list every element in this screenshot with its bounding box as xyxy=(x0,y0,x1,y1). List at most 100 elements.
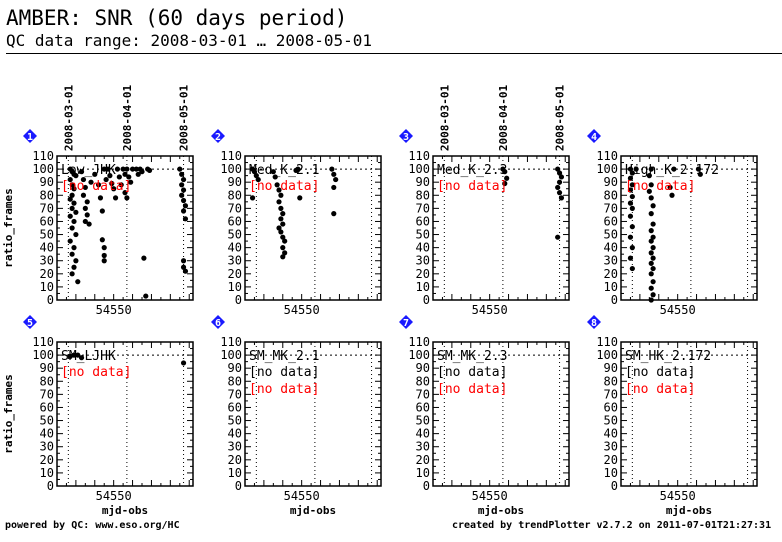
data-point xyxy=(648,250,654,256)
y-tick-label: 40 xyxy=(40,241,54,255)
y-tick-label: 10 xyxy=(416,466,430,480)
y-tick-label: 10 xyxy=(228,466,242,480)
data-point xyxy=(124,166,130,172)
y-tick-label: 110 xyxy=(408,335,430,349)
panel-number: 1 xyxy=(27,132,33,143)
y-tick-label: 30 xyxy=(40,440,54,454)
y-tick-label: 80 xyxy=(416,374,430,388)
data-point xyxy=(556,179,563,185)
data-point xyxy=(101,245,107,251)
data-point xyxy=(627,187,634,193)
panel-number-marker-icon xyxy=(587,129,601,143)
panel-number-marker-icon xyxy=(211,129,225,143)
x-axis-label: mjd-obs xyxy=(478,504,524,517)
panel-number: 6 xyxy=(215,318,221,329)
x-axis-label: mjd-obs xyxy=(290,504,336,517)
data-point xyxy=(502,180,508,187)
y-tick-label: 50 xyxy=(40,228,54,242)
data-point xyxy=(274,182,280,188)
no-data-note: [no data] xyxy=(625,382,695,397)
data-point xyxy=(648,238,654,244)
data-point xyxy=(627,213,634,219)
data-point xyxy=(95,182,102,188)
y-tick-label: 40 xyxy=(604,241,618,255)
y-tick-label: 30 xyxy=(40,254,54,268)
date-label: 2008-03-01 xyxy=(62,85,75,152)
data-point xyxy=(82,218,88,225)
data-point xyxy=(80,192,87,198)
y-tick-label: 0 xyxy=(611,479,618,493)
panel-number-marker-icon xyxy=(23,315,37,329)
date-label: 2008-03-01 xyxy=(438,85,451,152)
y-tick-label: 70 xyxy=(416,387,430,401)
x-axis-label: mjd-obs xyxy=(666,504,712,517)
data-point xyxy=(555,166,561,172)
data-point xyxy=(71,352,77,358)
y-tick-label: 50 xyxy=(604,228,618,242)
panel-number-marker-icon xyxy=(399,315,413,329)
data-point xyxy=(105,166,111,172)
y-tick-label: 50 xyxy=(228,228,242,242)
data-point xyxy=(88,179,94,185)
data-point xyxy=(650,234,656,240)
panel-label: SM_LJHK xyxy=(61,349,116,364)
data-point xyxy=(67,176,73,183)
data-point xyxy=(648,271,654,277)
data-point xyxy=(69,271,75,277)
data-point xyxy=(280,234,286,240)
data-point xyxy=(276,225,282,231)
data-point xyxy=(141,255,147,261)
y-tick-label: 20 xyxy=(228,267,242,281)
data-point xyxy=(646,188,652,194)
data-point xyxy=(627,255,634,261)
y-tick-label: 50 xyxy=(416,228,430,242)
data-point xyxy=(504,175,510,181)
data-point xyxy=(295,166,301,172)
data-point xyxy=(180,176,187,183)
data-point xyxy=(73,209,79,215)
y-tick-label: 90 xyxy=(228,175,242,189)
y-tick-label: 60 xyxy=(604,400,618,414)
data-point xyxy=(629,245,635,251)
y-tick-label: 40 xyxy=(604,427,618,441)
data-point xyxy=(556,190,563,196)
data-point xyxy=(270,169,276,175)
y-tick-label: 80 xyxy=(604,188,618,202)
x-tick-label: 54550 xyxy=(284,489,320,503)
y-tick-label: 110 xyxy=(220,149,242,163)
y-tick-label: 110 xyxy=(596,335,618,349)
data-point xyxy=(67,213,73,219)
panel-label: SM_MK_2.1 xyxy=(249,349,319,364)
footer-created-by: created by trendPlotter v2.7.2 on 2011-0… xyxy=(452,520,772,531)
data-point xyxy=(650,279,656,285)
y-tick-label: 110 xyxy=(596,149,618,163)
y-tick-label: 50 xyxy=(416,414,430,428)
panel-number-marker-icon xyxy=(587,315,601,329)
y-tick-label: 60 xyxy=(228,214,242,228)
data-point xyxy=(177,166,183,172)
data-point xyxy=(180,197,187,204)
data-point xyxy=(648,182,654,188)
data-point xyxy=(629,265,635,272)
data-point xyxy=(627,166,634,172)
data-point xyxy=(71,264,77,270)
y-tick-label: 0 xyxy=(47,293,54,307)
y-tick-label: 20 xyxy=(604,267,618,281)
y-tick-label: 0 xyxy=(47,479,54,493)
no-data-note: [no data] xyxy=(625,365,695,380)
panel-number: 2 xyxy=(215,132,221,143)
data-point xyxy=(282,250,288,256)
y-tick-label: 40 xyxy=(228,427,242,441)
data-point xyxy=(669,192,675,198)
data-point xyxy=(558,195,565,201)
data-point xyxy=(84,199,90,205)
data-point xyxy=(249,195,256,201)
data-point xyxy=(122,171,128,177)
y-tick-label: 90 xyxy=(228,361,242,375)
y-tick-label: 50 xyxy=(40,414,54,428)
data-point xyxy=(331,171,337,177)
y-tick-label: 40 xyxy=(416,241,430,255)
x-axis-label: mjd-obs xyxy=(102,504,148,517)
data-point xyxy=(103,176,109,183)
data-point xyxy=(146,167,153,173)
